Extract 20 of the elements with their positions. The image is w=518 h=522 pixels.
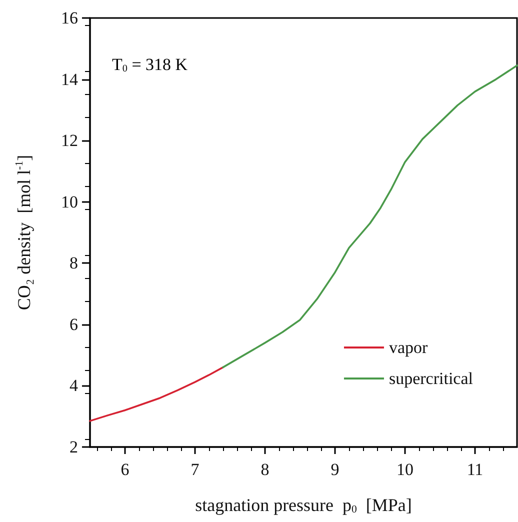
x-tick-label: 8	[260, 460, 270, 479]
y-tick-label: 8	[70, 254, 78, 273]
y-tick-label: 10	[61, 192, 78, 212]
y-tick-label: 16	[61, 8, 78, 28]
x-tick-label: 10	[396, 460, 414, 479]
legend-label: vapor	[388, 338, 428, 357]
annotation: T0 = 318 K	[112, 55, 188, 74]
x-tick-label: 9	[330, 460, 340, 479]
y-axis-title: CO₂ density [mol l-1]	[14, 154, 34, 310]
x-tick-label: 11	[466, 460, 484, 479]
y-tick-label: 12	[61, 131, 78, 150]
x-tick-label: 6	[120, 460, 130, 479]
x-tick-label: 7	[190, 460, 200, 479]
y-tick-label: 6	[70, 314, 78, 334]
legend-label: supercritical	[388, 369, 474, 388]
y-tick-label: 14	[61, 70, 78, 89]
y-tick-label: 2	[70, 438, 78, 456]
y-tick-label: 4	[70, 376, 78, 396]
line-series	[222, 64, 518, 368]
line-series	[89, 366, 224, 422]
